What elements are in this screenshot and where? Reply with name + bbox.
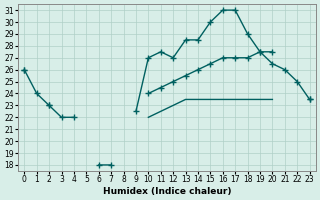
X-axis label: Humidex (Indice chaleur): Humidex (Indice chaleur) (103, 187, 231, 196)
